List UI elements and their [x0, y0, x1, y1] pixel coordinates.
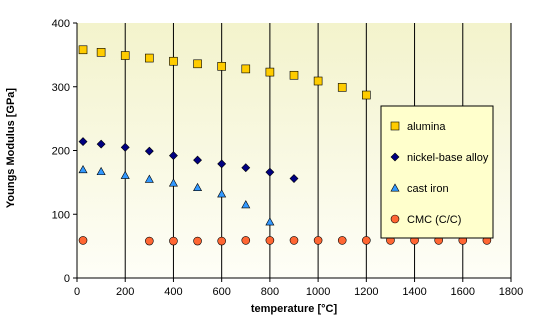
point-square [337, 83, 347, 92]
point-square [362, 90, 371, 100]
point-circle [241, 236, 251, 245]
y-tick-label: 200 [52, 146, 70, 158]
point-circle [362, 236, 371, 245]
y-axis-title: Youngs Modulus [GPa] [5, 88, 17, 209]
x-tick-label: 0 [74, 286, 80, 298]
point-triangle [168, 178, 178, 187]
point-square [145, 53, 154, 63]
point-square [120, 51, 130, 60]
point-diamond [217, 159, 227, 169]
x-tick-label: 400 [164, 286, 182, 298]
legend: alumina nickel-base alloy cast iron CMC (C/… [380, 105, 494, 239]
point-triangle [241, 200, 251, 209]
series-group [78, 45, 492, 246]
point-diamond [96, 139, 106, 149]
point-triangle [78, 165, 88, 174]
point-circle [313, 236, 323, 245]
point-triangle [96, 166, 106, 176]
point-square [241, 64, 251, 74]
point-square [193, 59, 202, 69]
axes [73, 22, 512, 282]
point-circle [145, 236, 154, 246]
point-square [96, 48, 106, 57]
point-triangle [193, 182, 203, 191]
x-tick-label: 1000 [306, 286, 330, 298]
tick-labels: 0 100 200 300 400 0 200 400 600 800 1000 1200 1400 16… [52, 18, 524, 298]
legend-label: nickel-base alloy [407, 152, 489, 164]
point-diamond [169, 151, 178, 161]
x-tick-label: 800 [261, 286, 279, 298]
y-tick-label: 0 [64, 273, 70, 285]
x-tick-label: 600 [212, 286, 230, 298]
x-tick-label: 1400 [402, 286, 426, 298]
point-square [265, 67, 275, 77]
y-tick-label: 300 [52, 82, 70, 94]
point-triangle [120, 170, 130, 179]
point-circle [337, 236, 347, 245]
legend-marker-square [390, 121, 400, 131]
point-triangle [265, 217, 275, 226]
point-circle [217, 236, 226, 246]
point-square [313, 76, 323, 86]
x-tick-label: 1600 [451, 286, 475, 298]
series-square [78, 45, 371, 100]
legend-label: cast iron [407, 183, 449, 195]
x-tick-label: 1200 [354, 286, 378, 298]
legend-box [380, 105, 494, 239]
point-square [289, 70, 299, 80]
point-diamond [144, 146, 154, 156]
point-circle [265, 236, 275, 245]
y-tick-label: 400 [52, 18, 70, 30]
point-circle [169, 236, 178, 246]
point-diamond [78, 137, 88, 146]
series-circle [78, 236, 492, 246]
point-triangle [217, 189, 227, 198]
point-square [169, 56, 178, 66]
x-tick-label: 1800 [499, 286, 523, 298]
point-diamond [241, 163, 251, 173]
legend-marker-circle [390, 214, 400, 224]
legend-label: CMC (C/C) [407, 214, 461, 226]
point-diamond [265, 167, 275, 177]
point-circle [193, 236, 202, 246]
legend-marker-triangle [390, 183, 400, 192]
point-diamond [193, 155, 202, 165]
point-circle [78, 236, 88, 245]
x-axis-title: temperature [°C] [251, 303, 338, 315]
point-diamond [289, 174, 299, 183]
point-square [78, 45, 88, 55]
legend-marker-diamond [390, 152, 400, 162]
point-square [217, 62, 226, 71]
legend-label: alumina [407, 121, 446, 133]
series-diamond [78, 137, 299, 183]
point-circle [289, 236, 299, 245]
x-tick-label: 200 [116, 286, 134, 298]
point-diamond [120, 142, 130, 152]
series-triangle [78, 165, 275, 226]
y-tick-label: 100 [52, 209, 70, 221]
point-triangle [144, 174, 154, 183]
